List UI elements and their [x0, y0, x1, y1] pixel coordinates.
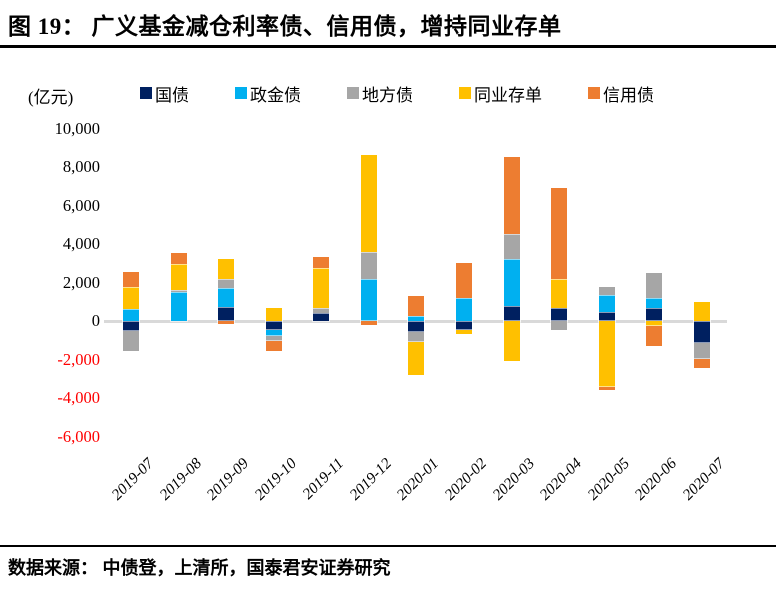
bar-segment [122, 329, 140, 352]
bar-segment [645, 296, 664, 309]
legend-label: 政金债 [250, 85, 301, 105]
y-tick-label: 10,000 [54, 118, 100, 138]
bar-segment [597, 293, 616, 314]
bar-segment [455, 320, 474, 331]
bar-segment [597, 286, 616, 296]
bar-segment [550, 277, 569, 309]
bar-segment [645, 306, 664, 323]
data-source-note: 数据来源： 中债登，上清所，国泰君安证券研究 [8, 558, 391, 578]
legend-swatch [140, 87, 152, 99]
footer-divider [0, 545, 776, 547]
bar-segment [692, 342, 711, 360]
bar-segment [597, 311, 616, 322]
bar-segment [692, 300, 711, 323]
bar-segment [359, 250, 378, 280]
bar-segment [264, 328, 283, 338]
bar-segment [264, 320, 283, 331]
legend-swatch [347, 87, 359, 99]
title-divider [0, 45, 776, 48]
bar-segment [692, 357, 711, 370]
legend-label: 地方债 [362, 85, 413, 105]
bar-segment [217, 258, 236, 280]
bar-segment [550, 320, 569, 331]
bar-segment [169, 291, 188, 322]
bar-segment [359, 277, 378, 322]
legend-swatch [459, 87, 471, 99]
bar-segment [264, 306, 283, 323]
bar-segment [407, 341, 426, 376]
legend-swatch [235, 87, 247, 99]
bar-segment [122, 308, 140, 322]
bar-segment [645, 271, 664, 299]
legend-swatch [588, 87, 600, 99]
y-tick-label: 6,000 [62, 195, 100, 215]
bar-segment [312, 307, 331, 315]
figure-title: 图 19： 广义基金减仓利率债、信用债，增持同业存单 [8, 14, 562, 39]
bar-segment [502, 304, 521, 323]
bar-segment [645, 324, 664, 348]
y-tick-label: 8,000 [62, 157, 100, 176]
bar-segment [312, 312, 331, 322]
y-tick-label: -6,000 [57, 426, 100, 446]
bar-segment [407, 294, 426, 318]
bar-segment [122, 286, 140, 311]
bar-segment [217, 320, 236, 325]
bar-segment [597, 319, 616, 389]
bar-segment [455, 296, 474, 322]
bar-segment [692, 319, 711, 345]
bar-segment [455, 262, 474, 299]
bar-segment [312, 256, 331, 270]
bar-segment [407, 320, 426, 333]
y-tick-label: 0 [91, 311, 100, 330]
bar-segment [264, 340, 283, 352]
legend-item: 国债 [140, 81, 189, 106]
legend-item: 信用债 [588, 81, 654, 106]
bar-segment [502, 156, 521, 236]
bar-segment [502, 233, 521, 261]
bar-segment [122, 270, 140, 289]
legend-item: 地方债 [347, 81, 413, 106]
legend-label: 同业存单 [474, 85, 542, 105]
bar-segment [122, 320, 140, 332]
legend-item: 政金债 [235, 81, 301, 106]
bar-segment [169, 263, 188, 292]
legend-item: 同业存单 [459, 81, 542, 106]
bar-segment [217, 287, 236, 308]
bar-segment [597, 386, 616, 392]
bar-segment [169, 289, 188, 294]
bar-segment [217, 277, 236, 290]
legend-label: 信用债 [603, 85, 654, 105]
bar-segment [312, 267, 331, 310]
bar-segment [455, 328, 474, 335]
bar-segment [550, 306, 569, 323]
bar-segment [550, 187, 569, 280]
y-tick-label: -4,000 [57, 388, 100, 407]
bar-segment [169, 251, 188, 266]
y-tick-label: -2,000 [57, 349, 100, 369]
bar-segment [502, 319, 521, 363]
bar-segment [217, 305, 236, 323]
y-tick-label: 4,000 [62, 234, 100, 253]
legend-label: 国债 [155, 85, 189, 105]
chart-legend: 国债 政金债 地方债 同业存单 信用债 [140, 81, 654, 106]
bar-segment [645, 320, 664, 327]
y-axis-unit-label: (亿元) [28, 88, 74, 107]
y-tick-label: 2,000 [62, 272, 100, 292]
bar-segment [407, 330, 426, 344]
bar-segment [359, 320, 378, 326]
bar-segment [359, 154, 378, 253]
bar-segment [407, 315, 426, 322]
bar-segment [264, 335, 283, 343]
bar-segment [502, 258, 521, 307]
